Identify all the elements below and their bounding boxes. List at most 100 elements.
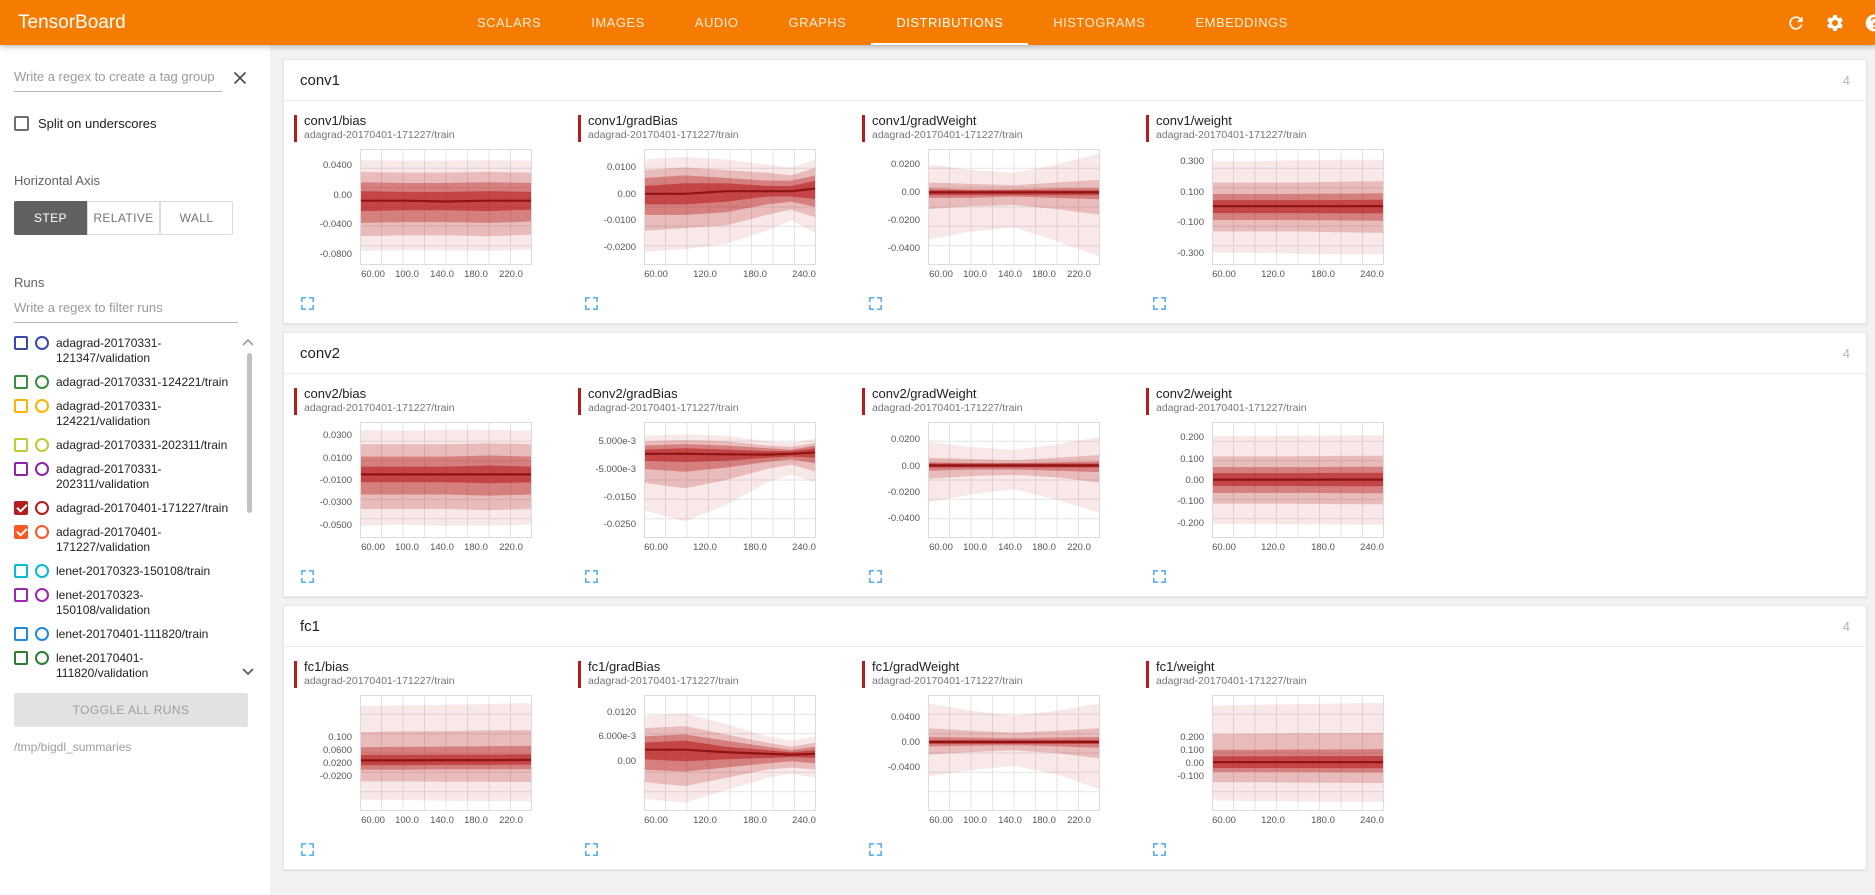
run-label: adagrad-20170331-202311/train <box>56 438 228 452</box>
run-checkbox[interactable] <box>14 627 28 641</box>
run-item[interactable]: adagrad-20170331-202311/validation <box>14 457 232 496</box>
distribution-plot[interactable] <box>1212 149 1384 265</box>
settings-icon[interactable] <box>1824 12 1846 34</box>
run-item[interactable]: adagrad-20170401-171227/train <box>14 496 232 520</box>
run-item[interactable]: lenet-20170323-150108/validation <box>14 583 232 622</box>
expand-icon[interactable] <box>583 568 601 586</box>
tag-group-regex-input[interactable] <box>14 63 222 92</box>
run-item[interactable]: lenet-20170401-111820/validation <box>14 646 232 683</box>
distribution-plot[interactable] <box>928 695 1100 811</box>
distribution-plot[interactable] <box>644 695 816 811</box>
run-radio[interactable] <box>35 525 49 539</box>
run-item[interactable]: lenet-20170323-150108/train <box>14 559 232 583</box>
split-underscores-checkbox[interactable]: Split on underscores <box>14 116 254 131</box>
run-radio[interactable] <box>35 588 49 602</box>
tab-graphs[interactable]: GRAPHS <box>788 15 847 30</box>
scroll-down-icon[interactable] <box>242 663 254 681</box>
run-item[interactable]: adagrad-20170331-121347/validation <box>14 331 232 370</box>
expand-icon[interactable] <box>299 568 317 586</box>
expand-icon[interactable] <box>299 841 317 859</box>
run-checkbox[interactable] <box>14 564 28 578</box>
expand-icon[interactable] <box>867 568 885 586</box>
tab-histograms[interactable]: HISTOGRAMS <box>1053 15 1146 30</box>
distribution-plot[interactable] <box>360 695 532 811</box>
x-tick-label: 180.0 <box>1032 269 1056 280</box>
chart-titles: fc1/gradWeight adagrad-20170401-171227/tr… <box>872 659 1023 688</box>
run-item[interactable]: adagrad-20170331-202311/train <box>14 433 232 457</box>
chart-plot-area: 0.0400 0.00 -0.0400 -0.0800 <box>294 149 578 265</box>
distribution-plot[interactable] <box>644 149 816 265</box>
scrollbar-thumb[interactable] <box>247 353 252 513</box>
chart-run-subtitle: adagrad-20170401-171227/train <box>1156 129 1307 141</box>
tab-distributions[interactable]: DISTRIBUTIONS <box>871 0 1029 45</box>
expand-icon[interactable] <box>867 841 885 859</box>
run-radio[interactable] <box>35 375 49 389</box>
run-checkbox[interactable] <box>14 438 28 452</box>
axis-button-relative[interactable]: RELATIVE <box>87 201 160 235</box>
close-icon[interactable] <box>232 70 248 86</box>
run-item[interactable]: lenet-20170401-111820/train <box>14 622 232 646</box>
run-item[interactable]: adagrad-20170331-124221/validation <box>14 394 232 433</box>
tab-audio[interactable]: AUDIO <box>694 15 739 30</box>
y-tick-label: 0.300 <box>1180 156 1204 167</box>
chart-plot-area: 0.300 0.100 -0.100 -0.300 <box>1146 149 1430 265</box>
section-header[interactable]: conv1 4 <box>284 60 1866 101</box>
run-checkbox[interactable] <box>14 399 28 413</box>
run-label: adagrad-20170331-124221/validation <box>56 399 162 428</box>
run-radio[interactable] <box>35 462 49 476</box>
run-checkbox[interactable] <box>14 525 28 539</box>
y-axis-labels: 0.0100 0.00 -0.0100 -0.0200 <box>578 149 644 265</box>
run-radio[interactable] <box>35 627 49 641</box>
distribution-plot[interactable] <box>644 422 816 538</box>
runs-filter-input[interactable] <box>14 294 238 323</box>
run-checkbox[interactable] <box>14 651 28 665</box>
x-tick-label: 120.0 <box>1261 815 1285 826</box>
run-radio[interactable] <box>35 438 49 452</box>
expand-icon[interactable] <box>1151 568 1169 586</box>
tab-embeddings[interactable]: EMBEDDINGS <box>1195 15 1288 30</box>
expand-icon[interactable] <box>1151 841 1169 859</box>
run-checkbox[interactable] <box>14 462 28 476</box>
expand-icon[interactable] <box>299 295 317 313</box>
distribution-plot[interactable] <box>928 422 1100 538</box>
distribution-plot[interactable] <box>360 422 532 538</box>
checkbox-icon[interactable] <box>14 116 29 131</box>
expand-icon[interactable] <box>583 295 601 313</box>
run-checkbox[interactable] <box>14 588 28 602</box>
axis-button-wall[interactable]: WALL <box>160 201 233 235</box>
run-item[interactable]: adagrad-20170331-124221/train <box>14 370 232 394</box>
distribution-plot[interactable] <box>360 149 532 265</box>
toggle-all-runs-button[interactable]: TOGGLE ALL RUNS <box>14 693 248 727</box>
axis-button-step[interactable]: STEP <box>14 201 87 235</box>
run-item[interactable]: adagrad-20170401-171227/validation <box>14 520 232 559</box>
run-radio[interactable] <box>35 336 49 350</box>
distribution-plot[interactable] <box>1212 422 1384 538</box>
run-radio[interactable] <box>35 564 49 578</box>
x-tick-label: 60.00 <box>361 542 385 553</box>
x-axis-labels: 60.00 120.0 180.0 240.0 <box>1212 538 1384 553</box>
run-radio[interactable] <box>35 651 49 665</box>
run-radio[interactable] <box>35 399 49 413</box>
y-tick-label: -0.0300 <box>319 497 352 508</box>
x-axis-labels: 60.00 100.0 140.0 180.0 220.0 <box>928 265 1100 280</box>
run-checkbox[interactable] <box>14 375 28 389</box>
expand-icon[interactable] <box>583 841 601 859</box>
expand-icon[interactable] <box>1151 295 1169 313</box>
expand-icon[interactable] <box>867 295 885 313</box>
help-icon[interactable] <box>1863 12 1875 34</box>
run-radio[interactable] <box>35 501 49 515</box>
y-tick-label: -0.0150 <box>603 492 636 503</box>
section-header[interactable]: conv2 4 <box>284 333 1866 374</box>
chart-card: fc1/weight adagrad-20170401-171227/train 0… <box>1146 659 1430 863</box>
charts-row: conv1/bias adagrad-20170401-171227/train 0… <box>284 101 1866 323</box>
chart-plot-area: 0.0100 0.00 -0.0100 -0.0200 <box>578 149 862 265</box>
scroll-up-icon[interactable] <box>242 333 254 351</box>
distribution-plot[interactable] <box>1212 695 1384 811</box>
tab-images[interactable]: IMAGES <box>591 15 645 30</box>
run-checkbox[interactable] <box>14 501 28 515</box>
refresh-icon[interactable] <box>1785 12 1807 34</box>
run-checkbox[interactable] <box>14 336 28 350</box>
section-header[interactable]: fc1 4 <box>284 606 1866 647</box>
distribution-plot[interactable] <box>928 149 1100 265</box>
tab-scalars[interactable]: SCALARS <box>477 15 542 30</box>
